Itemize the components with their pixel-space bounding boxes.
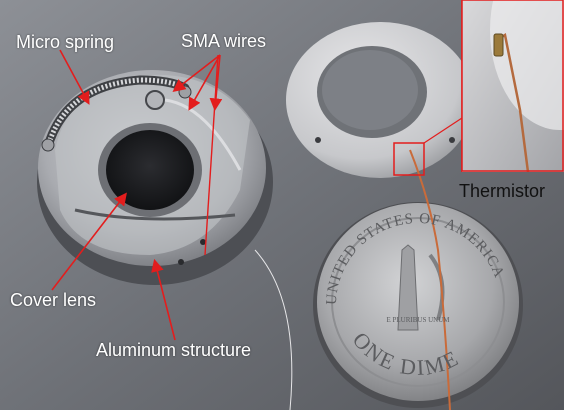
cover-lens-arrow	[51, 192, 127, 291]
sma-wires-arrow-2	[188, 54, 221, 111]
label-sma-wires: SMA wires	[181, 31, 267, 51]
label-thermistor: Thermistor	[459, 181, 546, 201]
thermistor-inset	[462, 0, 564, 172]
micro-spring	[45, 75, 190, 145]
micro-spring-arrow	[59, 49, 90, 105]
sma-wire	[164, 98, 242, 171]
cover-lens	[106, 130, 194, 210]
thermistor-wire	[409, 149, 451, 410]
sma-wires-line	[204, 54, 219, 256]
label-aluminum-structure: Aluminum structure	[96, 340, 252, 360]
sma-wires-arrow-3	[209, 54, 223, 112]
label-cover-lens: Cover lens	[10, 290, 97, 310]
dime-coin	[317, 203, 519, 401]
aluminum-structure-arrow	[151, 258, 176, 341]
label-micro-spring: Micro spring	[16, 32, 115, 52]
thermistor-highlight-box	[393, 142, 425, 176]
sma-wires-arrow-1	[172, 54, 221, 92]
